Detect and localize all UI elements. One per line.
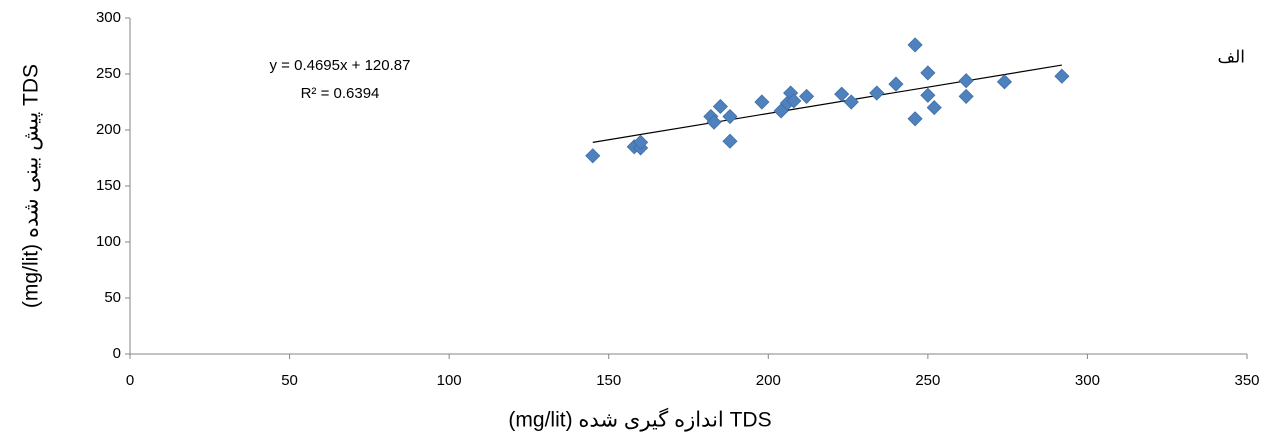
point [722,133,738,149]
point [958,88,974,104]
y-tick-label: 50 [104,289,121,306]
trendline [592,64,1062,143]
y-axis-title: TDS پیش بینی شده (mg/lit) [20,64,44,308]
x-tick-label: 200 [756,372,781,389]
y-tick-label: 150 [96,177,121,194]
point [869,85,885,101]
x-tick-label: 350 [1234,372,1259,389]
point [786,93,802,109]
point [920,87,936,103]
y-tick-label: 0 [113,345,121,362]
point [834,86,850,102]
x-tick-label: 0 [126,372,134,389]
point [907,37,923,53]
point [926,100,942,116]
y-tick-label: 200 [96,121,121,138]
point [633,134,649,150]
point [958,73,974,89]
trendline-equation: y = 0.4695x + 120.87 [270,57,411,74]
point [1054,68,1070,84]
y-tick-label: 300 [96,9,121,26]
point [996,74,1013,90]
point [888,76,904,92]
x-axis-title: TDS اندازه گیری شده (mg/lit) [508,408,771,433]
point [799,88,815,104]
point [706,114,722,130]
x-tick-label: 250 [915,372,940,389]
x-tick-label: 300 [1075,372,1100,389]
point [920,65,936,81]
x-tick-label: 150 [596,372,621,389]
x-tick-label: 100 [437,372,462,389]
y-tick-label: 250 [96,65,121,82]
y-tick-label: 100 [96,233,121,250]
trendline-r2: R² = 0.6394 [301,85,380,102]
point [712,98,728,115]
point [907,111,923,127]
point [754,94,770,110]
corner-label: الف [1217,47,1245,66]
point [585,148,601,164]
point [843,94,859,110]
x-tick-label: 50 [281,372,298,389]
point [722,108,738,125]
